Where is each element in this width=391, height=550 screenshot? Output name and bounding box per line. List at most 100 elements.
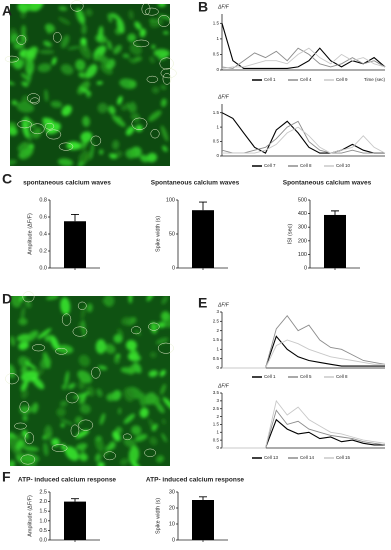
- cell: [162, 145, 168, 152]
- roi-outline: [19, 401, 30, 413]
- y-tick-label: 1.5: [213, 422, 220, 427]
- cell: [90, 141, 95, 160]
- roi-outline: [141, 2, 151, 16]
- cell: [81, 71, 89, 80]
- cell: [160, 84, 167, 90]
- roi-outline: [24, 432, 35, 445]
- cell: [77, 81, 91, 95]
- cell: [97, 102, 108, 114]
- cell: [156, 455, 165, 463]
- roi-outline: [51, 444, 68, 452]
- cell: [122, 53, 130, 59]
- y-tick-label: 400: [298, 211, 307, 217]
- y-tick-label: 1: [216, 36, 219, 41]
- y-tick-label: 0.0: [39, 537, 47, 543]
- bar: [64, 221, 86, 268]
- y-tick-label: 2.0: [39, 499, 47, 505]
- roi-outline: [30, 123, 45, 135]
- cell: [60, 34, 70, 49]
- cell: [160, 311, 170, 321]
- legend-label: Cell 13: [264, 455, 279, 460]
- cell: [133, 362, 142, 374]
- cell: [58, 17, 71, 25]
- y-tick-label: 2: [216, 414, 219, 419]
- cell: [132, 56, 143, 62]
- roi-outline: [131, 326, 142, 335]
- cell: [81, 319, 86, 338]
- cell: [10, 460, 16, 466]
- legend-label: Cell 15: [336, 455, 351, 460]
- cell: [151, 86, 160, 94]
- cell: [95, 453, 102, 463]
- cell: [120, 104, 129, 111]
- cell: [79, 453, 88, 462]
- series-line: [222, 126, 386, 154]
- roi-outline: [16, 35, 27, 45]
- y-tick-label: 1: [216, 347, 219, 352]
- cell: [22, 121, 30, 139]
- cell: [80, 141, 87, 148]
- cell: [77, 370, 92, 384]
- cell: [159, 369, 166, 377]
- y-tick-label: 1.5: [213, 337, 220, 342]
- cell: [134, 434, 148, 442]
- y-tick-label: 0.4: [39, 231, 47, 237]
- cell: [128, 446, 140, 464]
- cell: [146, 296, 155, 302]
- cell: [123, 387, 135, 402]
- cell: [61, 105, 72, 117]
- cell: [95, 435, 102, 442]
- error-bar: [199, 201, 207, 211]
- cell: [60, 297, 71, 315]
- cell: [24, 4, 39, 12]
- panel-label: D: [2, 291, 12, 307]
- cell: [18, 356, 30, 368]
- y-tick-label: 1: [216, 429, 219, 434]
- cell: [110, 13, 121, 20]
- cell: [21, 81, 29, 87]
- cell: [20, 11, 27, 19]
- y-axis-label: ΔF/F: [217, 302, 230, 308]
- cell: [125, 340, 137, 351]
- cell: [100, 63, 113, 75]
- cell: [66, 141, 81, 150]
- panel-label: A: [2, 3, 12, 19]
- cell: [73, 391, 91, 399]
- roi-outline: [146, 75, 159, 83]
- roi-outline: [160, 68, 177, 79]
- cell: [20, 73, 29, 80]
- cell: [148, 110, 162, 122]
- cell: [18, 317, 28, 326]
- y-tick-label: 2.5: [213, 319, 220, 324]
- cell: [58, 5, 68, 11]
- cell: [25, 330, 39, 343]
- cell: [20, 366, 28, 374]
- cell: [146, 152, 158, 163]
- cell: [112, 115, 126, 127]
- cell: [157, 4, 167, 8]
- cell: [37, 63, 52, 73]
- cell: [18, 341, 29, 351]
- chart-title: spontaneous calcium waves: [23, 180, 111, 187]
- roi-outline: [90, 135, 102, 146]
- cell: [134, 21, 142, 31]
- cell: [108, 105, 116, 115]
- cell: [107, 13, 113, 23]
- cell: [22, 415, 28, 422]
- y-tick-label: 100: [298, 252, 307, 258]
- cell: [20, 380, 29, 392]
- cell: [42, 351, 51, 369]
- y-tick-label: 1.0: [39, 518, 47, 524]
- cell: [32, 376, 45, 390]
- cell: [126, 102, 133, 114]
- y-tick-label: 1.5: [213, 110, 220, 115]
- cell: [67, 46, 80, 50]
- y-tick-label: 3: [216, 309, 219, 314]
- cell: [50, 100, 63, 108]
- cell: [117, 407, 122, 415]
- cell: [139, 392, 147, 407]
- cell: [75, 59, 86, 71]
- cell: [160, 125, 169, 142]
- cell: [42, 117, 55, 125]
- cell: [25, 59, 35, 75]
